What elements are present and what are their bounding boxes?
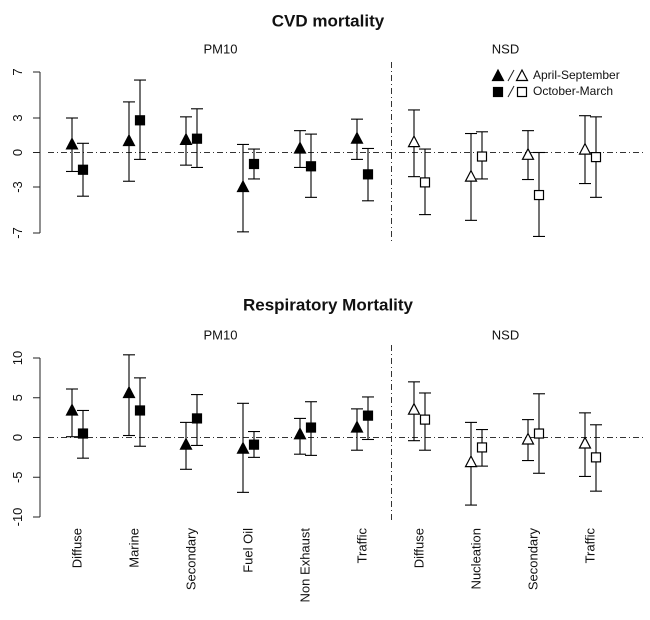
point [521,147,535,160]
legend-symbol [492,86,504,98]
point [476,442,488,453]
point [578,142,592,155]
point [350,131,364,144]
group-label: NSD [492,41,519,56]
point [407,402,421,415]
point [464,454,478,468]
point [407,134,421,148]
x-tick-label: Traffic [582,528,597,564]
y-tick-label: 0 [10,149,25,156]
point [191,133,203,144]
legend-symbol [516,86,528,98]
point [533,428,545,439]
point [293,427,307,440]
point [248,158,260,170]
legend-slash [507,85,515,98]
point [134,405,146,416]
y-tick-label: 0 [10,434,25,441]
point [293,141,307,154]
point [590,452,602,463]
point [65,137,79,150]
x-tick-label: Diffuse [411,528,426,568]
y-tick-label: -3 [10,181,25,193]
point [77,164,89,175]
x-tick-label: Secondary [525,528,540,591]
legend-label: April-September [533,68,620,82]
point [191,413,203,424]
point [236,441,250,454]
point [578,436,592,449]
point [362,410,374,421]
group-label: PM10 [204,327,238,342]
point [305,422,317,433]
point [362,169,374,180]
legend-symbol [515,68,529,82]
point [419,414,431,425]
point [77,428,89,439]
x-tick-label: Fuel Oil [240,528,255,573]
legend-slash [507,69,515,82]
point [134,115,146,126]
y-tick-label: 7 [10,68,25,75]
chart-title: Respiratory Mortality [243,295,414,314]
point [476,151,488,162]
point [521,432,535,445]
point [350,420,364,433]
x-tick-label: Secondary [183,528,198,591]
group-label: PM10 [204,41,238,56]
point [179,437,193,450]
x-tick-label: Traffic [354,528,369,564]
y-tick-label: -5 [10,471,25,483]
y-tick-label: 3 [10,114,25,121]
y-tick-label: -10 [10,508,25,527]
point [122,385,136,399]
y-tick-label: -7 [10,227,25,239]
legend-label: October-March [533,84,613,98]
group-label: NSD [492,327,519,342]
point [533,189,545,201]
point [590,152,602,163]
point [248,439,260,450]
y-tick-label: 10 [10,351,25,365]
point [305,161,317,172]
x-tick-label: Diffuse [69,528,84,568]
y-tick-label: 5 [10,394,25,401]
x-tick-label: Non Exhaust [297,528,312,603]
point [65,403,79,416]
legend-symbol [491,68,505,82]
point [419,177,431,188]
point [179,132,193,145]
point [236,179,250,193]
x-tick-label: Marine [126,528,141,568]
x-tick-label: Nucleation [468,528,483,589]
point [464,169,478,182]
point [122,133,136,147]
chart-title: CVD mortality [272,11,385,30]
